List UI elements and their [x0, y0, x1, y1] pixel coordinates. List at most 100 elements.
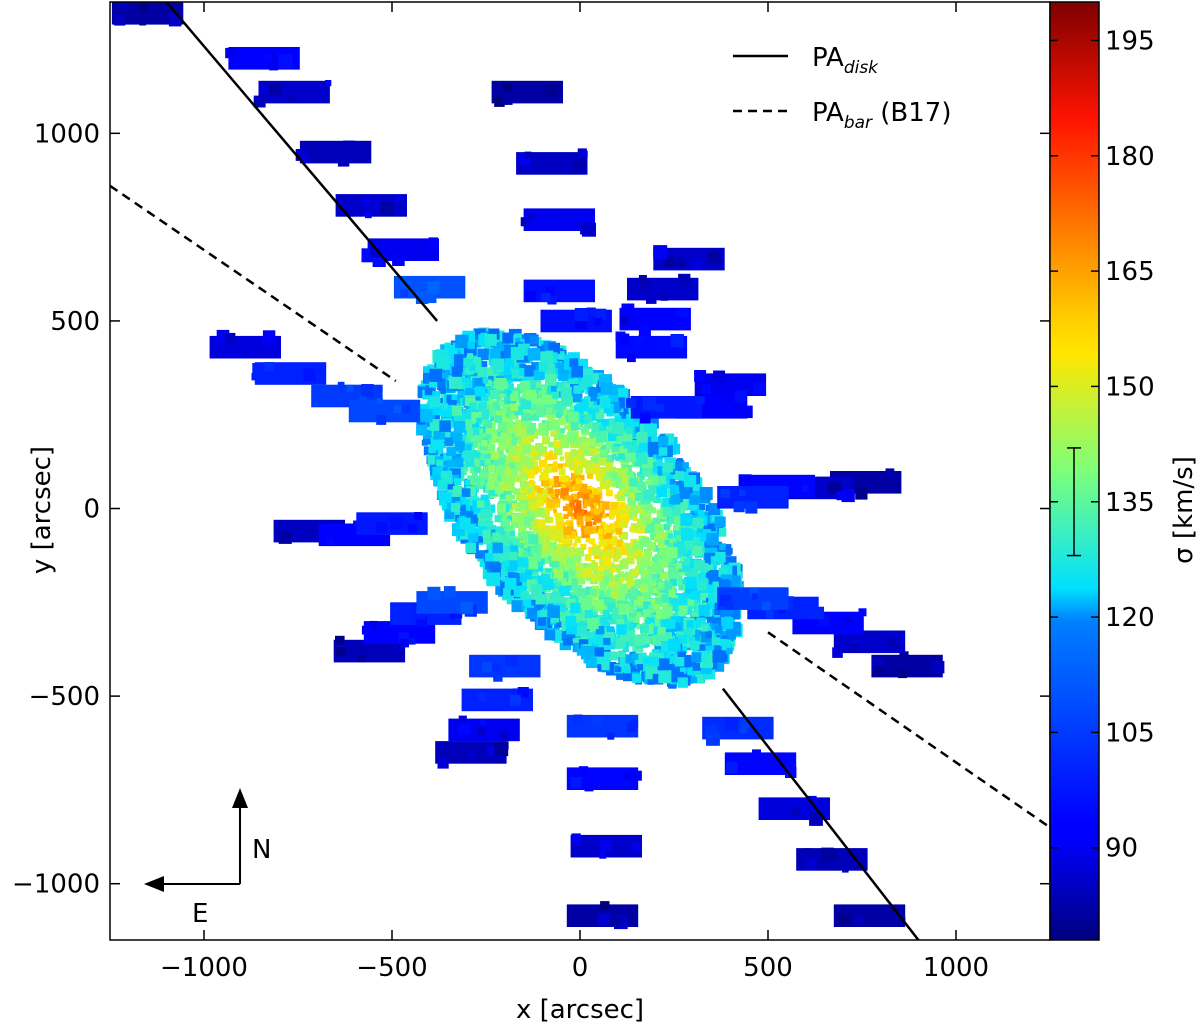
- spaxel: [474, 328, 485, 339]
- colorbar-label: σ [km/s]: [1169, 456, 1199, 564]
- spaxel: [622, 558, 629, 565]
- spaxel: [593, 463, 598, 469]
- spaxel: [512, 390, 519, 398]
- pointing-cell: [458, 715, 467, 724]
- pointing-cell: [427, 586, 441, 600]
- spaxel: [592, 614, 598, 620]
- spaxel: [589, 432, 599, 442]
- spaxel: [522, 467, 528, 473]
- spaxel: [530, 403, 538, 411]
- spaxel: [654, 524, 664, 534]
- spaxel: [554, 476, 561, 483]
- spaxel: [440, 472, 447, 479]
- spaxel: [514, 406, 524, 416]
- spaxel: [480, 401, 487, 409]
- spaxel: [593, 494, 601, 502]
- spaxel: [508, 539, 516, 546]
- spaxel: [439, 420, 451, 432]
- pointing-cell: [638, 335, 645, 342]
- spaxel: [463, 357, 473, 367]
- spaxel: [556, 412, 563, 419]
- spaxel: [681, 528, 693, 541]
- spaxel: [634, 634, 646, 646]
- pointing-cell: [842, 866, 849, 873]
- spaxel: [636, 552, 644, 560]
- spaxel: [595, 404, 603, 413]
- spaxel: [662, 462, 673, 473]
- pointing-cell: [726, 761, 738, 774]
- spaxel: [559, 456, 565, 461]
- spaxel: [530, 335, 539, 345]
- spaxel: [704, 645, 715, 656]
- spaxel: [668, 572, 674, 578]
- spaxel: [436, 459, 444, 467]
- spaxel: [516, 436, 525, 445]
- spaxel: [648, 604, 654, 610]
- spaxel: [619, 518, 628, 528]
- spaxel: [446, 446, 456, 456]
- pointing-cell: [863, 917, 872, 926]
- pointing-cell: [818, 614, 829, 626]
- spaxel: [454, 478, 461, 485]
- spaxel: [555, 498, 561, 504]
- spaxel: [469, 364, 476, 371]
- spaxel: [616, 624, 627, 635]
- spaxel: [726, 547, 733, 555]
- pointing-cell: [828, 481, 841, 495]
- pointing-cell: [516, 152, 588, 175]
- spaxel: [680, 513, 693, 526]
- pointing-cell: [631, 770, 642, 781]
- pointing-cell: [545, 84, 558, 97]
- pointing-tile: [566, 901, 639, 930]
- pointing-cell: [337, 381, 345, 389]
- colorbar-ticks: 90 105 120 135 150 165 180 195: [1050, 26, 1155, 864]
- spaxel: [585, 533, 590, 538]
- spaxel: [601, 513, 607, 519]
- pointing-cell: [525, 290, 537, 302]
- pointing-cell: [858, 608, 867, 617]
- spaxel: [717, 528, 727, 537]
- spaxel: [495, 486, 503, 494]
- spaxel: [601, 569, 608, 576]
- spaxel: [474, 454, 485, 465]
- spaxel: [602, 627, 609, 635]
- spaxel: [550, 430, 557, 437]
- spaxel: [586, 438, 594, 447]
- pointing-tile: [461, 687, 533, 712]
- spaxel: [551, 553, 560, 561]
- spaxel: [479, 460, 486, 467]
- spaxel: [662, 507, 673, 517]
- pointing-cell: [733, 501, 745, 513]
- spaxel: [579, 414, 589, 424]
- spaxel: [547, 488, 554, 495]
- pointing-cell: [319, 525, 333, 539]
- spaxel: [720, 613, 728, 621]
- spaxel: [507, 419, 513, 426]
- spaxel: [598, 641, 608, 650]
- pointing-cell: [591, 716, 603, 727]
- pointing-cell: [932, 661, 945, 674]
- spaxel: [670, 616, 681, 626]
- spaxel: [665, 618, 676, 629]
- pointing-tile: [627, 273, 699, 304]
- spaxel: [598, 534, 604, 540]
- colorbar-tick-label: 90: [1105, 834, 1138, 864]
- spaxel: [614, 494, 619, 499]
- pointing-cell: [252, 363, 264, 375]
- spaxel: [540, 609, 548, 617]
- pointing-cell: [117, 2, 129, 8]
- pointing-tile: [225, 47, 300, 71]
- spaxel: [698, 604, 710, 616]
- spaxel: [682, 462, 689, 469]
- spaxel: [567, 568, 573, 574]
- spaxel: [611, 598, 618, 605]
- spaxel: [645, 511, 652, 518]
- spaxel: [585, 465, 594, 474]
- spaxel: [489, 348, 501, 360]
- spaxel: [593, 502, 598, 507]
- spaxel: [513, 488, 521, 495]
- spaxel: [714, 516, 726, 528]
- pointing-cell: [803, 848, 811, 856]
- spaxel: [594, 588, 605, 599]
- spaxel: [439, 492, 452, 505]
